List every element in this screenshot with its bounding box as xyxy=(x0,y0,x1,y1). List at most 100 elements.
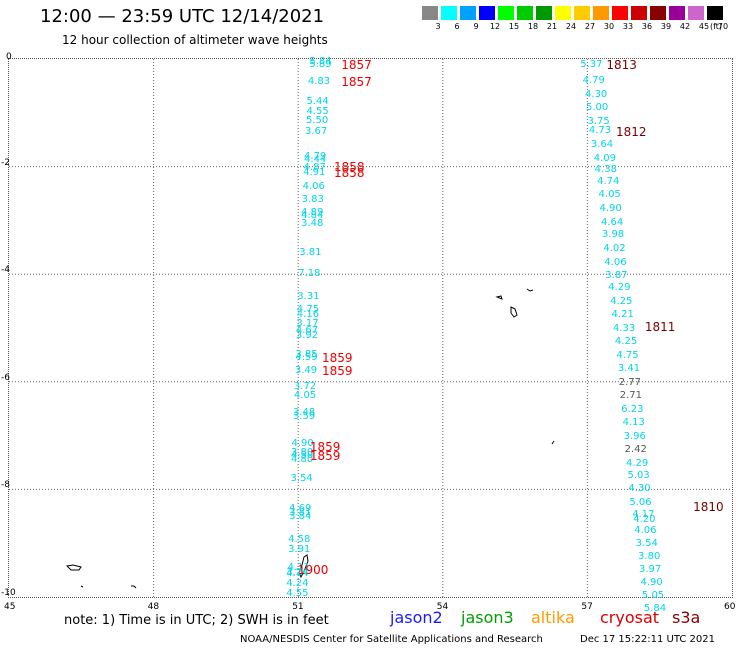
wave-height-value: 7.18 xyxy=(298,268,321,280)
wave-height-value: 4.05 xyxy=(293,389,317,401)
satellite-altika: altika xyxy=(531,608,575,627)
wave-height-value: 4.29 xyxy=(608,282,631,294)
wave-height-value: 4.90 xyxy=(640,577,663,588)
wave-height-value: 5.06 xyxy=(629,497,652,509)
pass-time-label: 1859 xyxy=(321,364,353,379)
wave-height-value: 3.80 xyxy=(638,551,661,563)
wave-height-value: 5.50 xyxy=(305,115,329,127)
wave-height-value: 5.89 xyxy=(309,59,332,71)
pass-time-label: 1900 xyxy=(297,563,329,578)
island-outline xyxy=(495,295,503,300)
wave-height-value: 3.48 xyxy=(301,217,324,229)
wave-height-value: 4.25 xyxy=(610,296,633,308)
pass-time-label: 1812 xyxy=(615,125,647,140)
wave-height-value: 4.90 xyxy=(599,202,622,214)
wave-height-value: 4.67 xyxy=(295,325,319,337)
wave-height-value: 3.72 xyxy=(293,381,317,393)
map-plot-area: 5.84 5.89 4.83 5.44 4.55 5.50 3.67 4.79 4.44 4.87… xyxy=(8,55,733,614)
wave-height-value: 4.13 xyxy=(622,416,645,428)
satellite-jason3: jason3 xyxy=(461,608,514,627)
island-outline xyxy=(526,288,534,292)
pass-time-label: 1859 xyxy=(309,440,341,455)
generated-timestamp: Dec 17 15:22:11 UTC 2021 xyxy=(580,634,715,645)
island-outline xyxy=(131,585,137,589)
legend-label: 9 xyxy=(473,22,479,31)
pass-time-label: 1857 xyxy=(341,74,372,89)
legend-label: 27 xyxy=(584,22,596,31)
legend-swatch xyxy=(555,6,571,20)
x-tick-label: 60 xyxy=(724,602,736,612)
island-outline xyxy=(65,564,82,571)
pass-time-label: 1857 xyxy=(341,58,372,73)
wave-height-value: 3.64 xyxy=(590,139,614,151)
footer-note: note: 1) Time is in UTC; 2) SWH is in fe… xyxy=(64,613,329,628)
wave-height-value: 4.16 xyxy=(296,309,320,321)
satellite-jason2: jason2 xyxy=(390,608,443,627)
x-tick-label: 57 xyxy=(581,602,593,612)
wave-height-value: 5.44 xyxy=(306,96,329,108)
wave-height-value: 4.29 xyxy=(626,457,649,469)
wave-height-value: 4.55 xyxy=(306,105,329,117)
wave-height-value: 3.31 xyxy=(297,290,320,302)
wave-height-value: 4.50 xyxy=(291,450,314,462)
legend-label: 30 xyxy=(603,22,615,31)
wave-height-value: 4.83 xyxy=(307,75,331,87)
legend-label: 24 xyxy=(565,22,577,31)
wave-height-value: 4.05 xyxy=(598,188,621,200)
wave-height-value: 3.41 xyxy=(617,362,641,374)
pass-time-label: 1811 xyxy=(644,319,676,334)
island-outline xyxy=(80,585,84,588)
wave-height-value: 3.96 xyxy=(623,430,646,442)
legend-swatch xyxy=(517,6,533,20)
y-tick-label: -10 xyxy=(1,588,16,598)
island-outline xyxy=(510,306,518,318)
wave-height-value: 5.00 xyxy=(586,102,609,114)
wave-height-value: 5.37 xyxy=(580,59,603,71)
map-title: 12:00 — 23:59 UTC 12/14/2021 xyxy=(40,6,325,27)
wave-height-value: 4.74 xyxy=(597,175,620,187)
wave-height-value: 4.87 xyxy=(303,161,326,173)
wave-height-value: 3.48 xyxy=(292,407,316,418)
legend-swatch xyxy=(422,6,438,20)
x-tick-label: 48 xyxy=(147,602,160,612)
wave-height-value: 4.59 xyxy=(295,352,318,364)
wave-height-value: 3.54 xyxy=(635,538,658,550)
legend-label: 18 xyxy=(527,22,539,31)
legend-label: 15 xyxy=(508,22,520,31)
legend-label: 6 xyxy=(454,22,460,31)
wave-height-value: 4.64 xyxy=(600,216,624,228)
wave-height-value: 3.81 xyxy=(289,507,312,519)
wave-height-value: 5.05 xyxy=(641,589,665,601)
legend-swatch xyxy=(631,6,647,20)
wave-height-value: 5.84 xyxy=(643,602,667,614)
wave-height-value: 3.87 xyxy=(605,270,628,282)
legend-label: 12 xyxy=(489,22,501,31)
wave-height-value: 3.98 xyxy=(601,229,625,241)
legend-swatch xyxy=(536,6,552,20)
legend-label: 36 xyxy=(641,22,653,31)
island-outline xyxy=(551,440,555,445)
wave-height-value: 3.97 xyxy=(639,564,662,576)
wave-height-value: 3.54 xyxy=(290,472,313,484)
wave-height-value: 4.33 xyxy=(612,323,636,335)
wave-height-value: 4.90 xyxy=(291,438,314,450)
wave-height-value: 4.11 xyxy=(287,561,310,573)
legend-label: 33 xyxy=(622,22,634,31)
wave-height-value: 2.42 xyxy=(624,443,647,455)
credit-line: NOAA/NESDIS Center for Satellite Applica… xyxy=(240,634,543,645)
wave-height-value: 4.55 xyxy=(286,587,309,599)
wave-height-value: 4.06 xyxy=(634,525,657,537)
wave-height-value: 4.09 xyxy=(593,153,616,165)
legend-label: 3 xyxy=(435,22,441,31)
legend-swatch xyxy=(669,6,685,20)
wave-height-value: 4.30 xyxy=(628,483,651,495)
y-tick-label: -2 xyxy=(1,157,10,168)
satellite-cryosat: cryosat xyxy=(600,608,660,627)
satellite-s3a: s3a xyxy=(672,608,701,627)
wave-height-value: 5.84 xyxy=(309,55,332,67)
legend-swatch xyxy=(498,6,514,20)
wave-height-value: 4.06 xyxy=(604,257,627,269)
pass-time-label: 1810 xyxy=(693,499,724,514)
y-tick-label: -8 xyxy=(1,480,10,491)
x-tick-label: 54 xyxy=(436,602,449,612)
